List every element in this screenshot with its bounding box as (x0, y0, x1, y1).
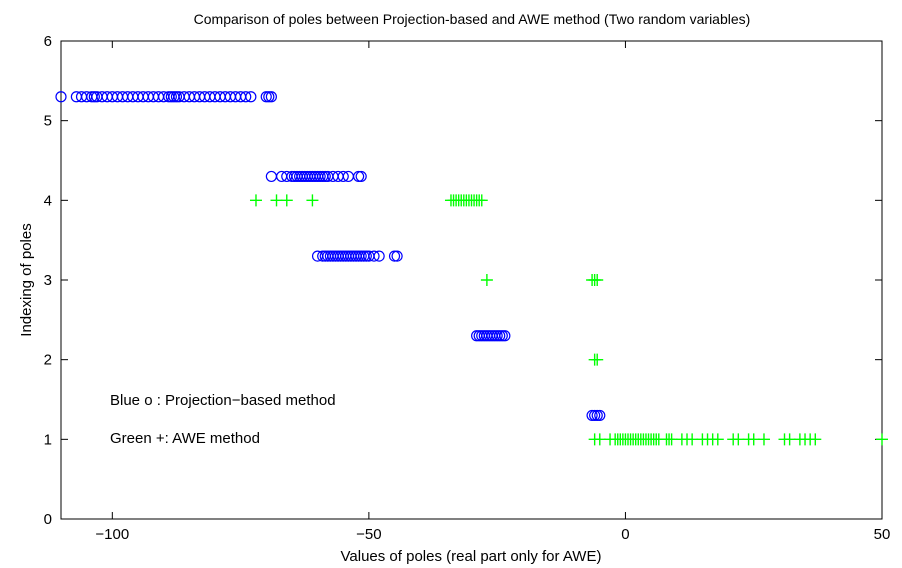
data-point-projection (373, 250, 385, 262)
x-axis-label: Values of poles (real part only for AWE) (341, 548, 602, 565)
data-point-awe (732, 433, 745, 446)
data-point-projection (491, 330, 503, 342)
data-point-projection (594, 409, 606, 422)
data-point-projection (499, 330, 511, 342)
data-point-projection (368, 250, 380, 262)
data-point-projection (319, 170, 331, 183)
data-point-projection (245, 91, 257, 103)
data-point-projection (240, 91, 252, 103)
data-point-projection (165, 91, 177, 103)
data-point-projection (591, 409, 603, 422)
y-axis-label: Indexing of poles (18, 223, 35, 336)
data-point-projection (314, 170, 326, 183)
data-point-projection (353, 170, 365, 183)
y-tick-label: 3 (44, 272, 52, 289)
data-point-projection (496, 330, 508, 342)
y-tick-label: 1 (44, 431, 52, 448)
data-point-awe (475, 194, 488, 207)
data-point-awe (591, 274, 604, 286)
data-point-awe (783, 433, 796, 446)
data-point-awe (593, 433, 606, 446)
y-tick-label: 0 (44, 511, 52, 528)
y-tick-label: 5 (44, 113, 52, 130)
legend-annotation-awe: Green +: AWE method (110, 430, 260, 447)
data-point-awe (591, 353, 604, 366)
data-point-projection (55, 91, 67, 103)
data-point-awe (480, 274, 493, 286)
data-point-awe (249, 194, 262, 207)
data-point-projection (337, 170, 349, 183)
y-tick-label: 4 (44, 192, 52, 209)
data-point-projection (260, 91, 272, 103)
data-point-projection (355, 170, 367, 183)
data-point-awe (876, 433, 888, 446)
data-point-projection (360, 250, 372, 262)
data-point-awe (747, 433, 760, 446)
x-tick-label: 0 (621, 526, 629, 543)
data-point-awe (711, 433, 724, 446)
data-point-awe (686, 433, 699, 446)
y-tick-label: 2 (44, 352, 52, 369)
data-point-awe (270, 194, 283, 207)
data-point-projection (494, 330, 506, 342)
x-tick-label: −50 (356, 526, 381, 543)
data-point-awe (665, 433, 678, 446)
data-point-projection (391, 250, 403, 262)
data-point-awe (757, 433, 770, 446)
data-point-projection (586, 409, 598, 422)
y-tick-label: 6 (44, 33, 52, 50)
x-tick-label: −100 (95, 526, 129, 543)
data-point-projection (265, 170, 277, 183)
data-point-awe (280, 194, 293, 207)
data-point-projection (589, 409, 601, 422)
plot-area-frame (60, 40, 883, 520)
data-point-awe (809, 433, 822, 446)
data-point-projection (88, 91, 100, 103)
data-point-projection (263, 91, 275, 103)
chart-title: Comparison of poles between Projection-b… (194, 11, 751, 27)
data-point-projection (265, 91, 277, 103)
data-points (55, 91, 888, 446)
data-point-projection (355, 250, 367, 262)
legend-annotation-projection: Blue o : Projection−based method (110, 392, 336, 409)
x-tick-label: 50 (874, 526, 891, 543)
data-point-projection (388, 250, 401, 262)
data-point-awe (306, 194, 319, 207)
data-point-projection (170, 91, 183, 103)
axis-ticks: −100 −50 0 50 0 1 2 3 4 5 6 (44, 33, 891, 543)
